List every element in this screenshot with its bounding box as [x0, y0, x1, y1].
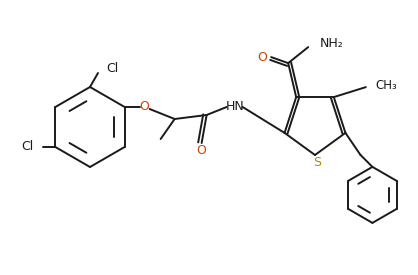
Text: O: O: [197, 144, 206, 158]
Text: Cl: Cl: [106, 62, 118, 76]
Text: HN: HN: [225, 100, 244, 114]
Text: O: O: [257, 51, 267, 64]
Text: S: S: [313, 156, 321, 169]
Text: Cl: Cl: [21, 141, 33, 153]
Text: CH₃: CH₃: [376, 79, 398, 92]
Text: NH₂: NH₂: [320, 37, 344, 50]
Text: O: O: [140, 100, 150, 114]
